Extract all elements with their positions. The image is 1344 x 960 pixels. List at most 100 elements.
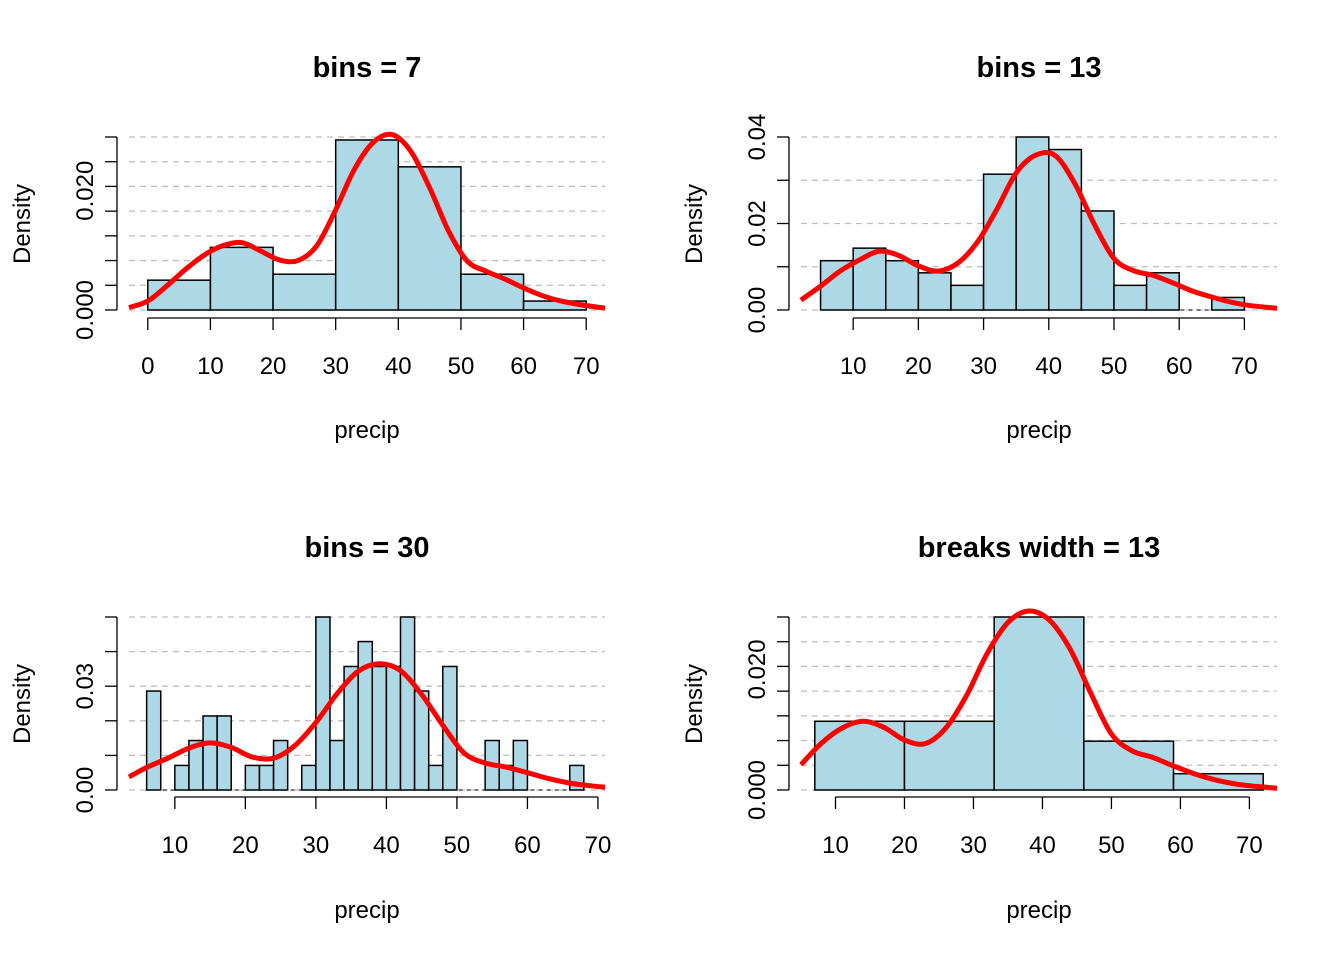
histogram-bar	[413, 690, 430, 791]
x-tick-label: 40	[385, 353, 412, 380]
x-tick-label: 70	[1236, 832, 1263, 859]
y-axis-label: Density	[681, 664, 708, 744]
x-axis-label: precip	[334, 897, 399, 924]
y-tick-label: 0.00	[744, 287, 771, 334]
x-tick-label: 60	[510, 353, 537, 380]
histogram-panel-4: breaks width = 13 Density precip 10 20 30 4…	[681, 532, 1278, 924]
x-tick-label: 10	[840, 353, 867, 380]
histogram-bar	[982, 173, 1017, 311]
histogram-bar	[460, 273, 525, 311]
histogram-bar	[216, 715, 233, 791]
histogram-bar	[174, 764, 190, 791]
y-tick-label: 0.000	[744, 760, 771, 820]
x-tick-label: 50	[1101, 353, 1128, 380]
density-curve	[127, 661, 606, 790]
bars-layer	[814, 616, 1264, 791]
x-axis-label: precip	[1006, 897, 1071, 924]
x-tick-label: 70	[585, 832, 612, 859]
plot-title: bins = 7	[313, 52, 422, 84]
x-tick-label: 10	[161, 832, 188, 859]
y-axis: 0.000 0.020	[72, 136, 118, 340]
histogram-panel-2: bins = 13 Density precip 10 20 30 40 50 60 70 …	[681, 52, 1278, 444]
histogram-bar	[950, 284, 985, 311]
x-tick-label: 50	[444, 832, 471, 859]
histogram-bar	[329, 739, 345, 791]
y-tick-label: 0.02	[744, 200, 771, 247]
x-tick-label: 40	[373, 832, 400, 859]
x-tick-label: 30	[970, 353, 997, 380]
y-axis: 0.00 0.03	[72, 616, 118, 814]
x-tick-label: 60	[1166, 353, 1193, 380]
x-tick-label: 30	[960, 832, 987, 859]
histogram-bar	[202, 715, 218, 791]
y-axis-label: Density	[9, 664, 36, 744]
y-tick-label: 0.000	[72, 280, 99, 340]
histogram-panel-3: bins = 30 Density precip 10 20 30 40 50 60 70 …	[9, 532, 611, 924]
histogram-bar	[301, 764, 317, 791]
x-tick-label: 70	[573, 353, 600, 380]
x-tick-label: 30	[303, 832, 330, 859]
histogram-bar	[1113, 284, 1148, 311]
x-tick-label: 20	[891, 832, 918, 859]
x-axis-label: precip	[1006, 417, 1071, 444]
histogram-bar	[917, 272, 952, 311]
x-tick-label: 20	[905, 353, 932, 380]
y-axis: 0.000 0.020	[744, 616, 790, 820]
histogram-bar	[512, 739, 529, 791]
x-tick-label: 20	[232, 832, 259, 859]
plot-title: bins = 13	[977, 52, 1102, 84]
y-tick-label: 0.03	[72, 663, 99, 710]
x-axis: 10 20 30 40 50 60 70	[161, 796, 612, 859]
plot-title: breaks width = 13	[918, 532, 1161, 564]
density-layer	[128, 131, 606, 311]
density-layer	[127, 661, 606, 790]
bars-layer	[145, 616, 585, 791]
y-axis-label: Density	[681, 184, 708, 264]
x-axis-label: precip	[334, 417, 399, 444]
x-axis: 0 10 20 30 40 50 60 70	[141, 317, 600, 380]
histogram-bar	[272, 273, 337, 311]
histogram-bar	[427, 764, 444, 791]
x-tick-label: 50	[448, 353, 475, 380]
histogram-bar	[903, 720, 995, 791]
histogram-bar	[371, 665, 388, 791]
density-curve	[799, 150, 1278, 311]
x-axis: 10 20 30 40 50 60 70	[822, 796, 1263, 859]
histogram-panel-1: bins = 7 Density precip 0 10 20 30 40 50 60 70 …	[9, 52, 606, 444]
x-tick-label: 20	[260, 353, 287, 380]
histogram-bar	[258, 764, 275, 791]
histogram-bar	[399, 616, 416, 791]
x-tick-label: 50	[1098, 832, 1125, 859]
histogram-bar	[385, 665, 402, 791]
x-tick-label: 40	[1029, 832, 1056, 859]
y-axis: 0.00 0.02 0.04	[744, 114, 790, 334]
y-axis-label: Density	[9, 184, 36, 264]
histogram-bar	[852, 247, 887, 311]
density-curve	[799, 608, 1278, 791]
x-tick-label: 60	[514, 832, 541, 859]
histogram-bar	[209, 246, 274, 311]
y-tick-label: 0.00	[72, 767, 99, 814]
y-tick-label: 0.04	[744, 114, 771, 161]
histogram-bar	[272, 739, 289, 791]
x-tick-label: 70	[1231, 353, 1258, 380]
x-axis: 10 20 30 40 50 60 70	[840, 317, 1258, 380]
density-curve	[128, 131, 606, 311]
x-tick-label: 40	[1035, 353, 1062, 380]
histogram-bar	[244, 764, 261, 791]
density-layer	[799, 150, 1278, 311]
histogram-bar	[334, 139, 400, 311]
histogram-bar	[885, 259, 920, 311]
histogram-bar	[993, 616, 1085, 791]
histogram-bar	[1015, 136, 1050, 311]
x-tick-label: 60	[1167, 832, 1194, 859]
bars-layer	[147, 139, 587, 311]
x-tick-label: 10	[822, 832, 849, 859]
x-tick-label: 30	[322, 353, 349, 380]
histogram-bar	[1048, 148, 1083, 311]
x-tick-label: 10	[197, 353, 224, 380]
histogram-bar	[145, 690, 162, 791]
plot-title: bins = 30	[305, 532, 430, 564]
x-tick-label: 0	[141, 353, 154, 380]
